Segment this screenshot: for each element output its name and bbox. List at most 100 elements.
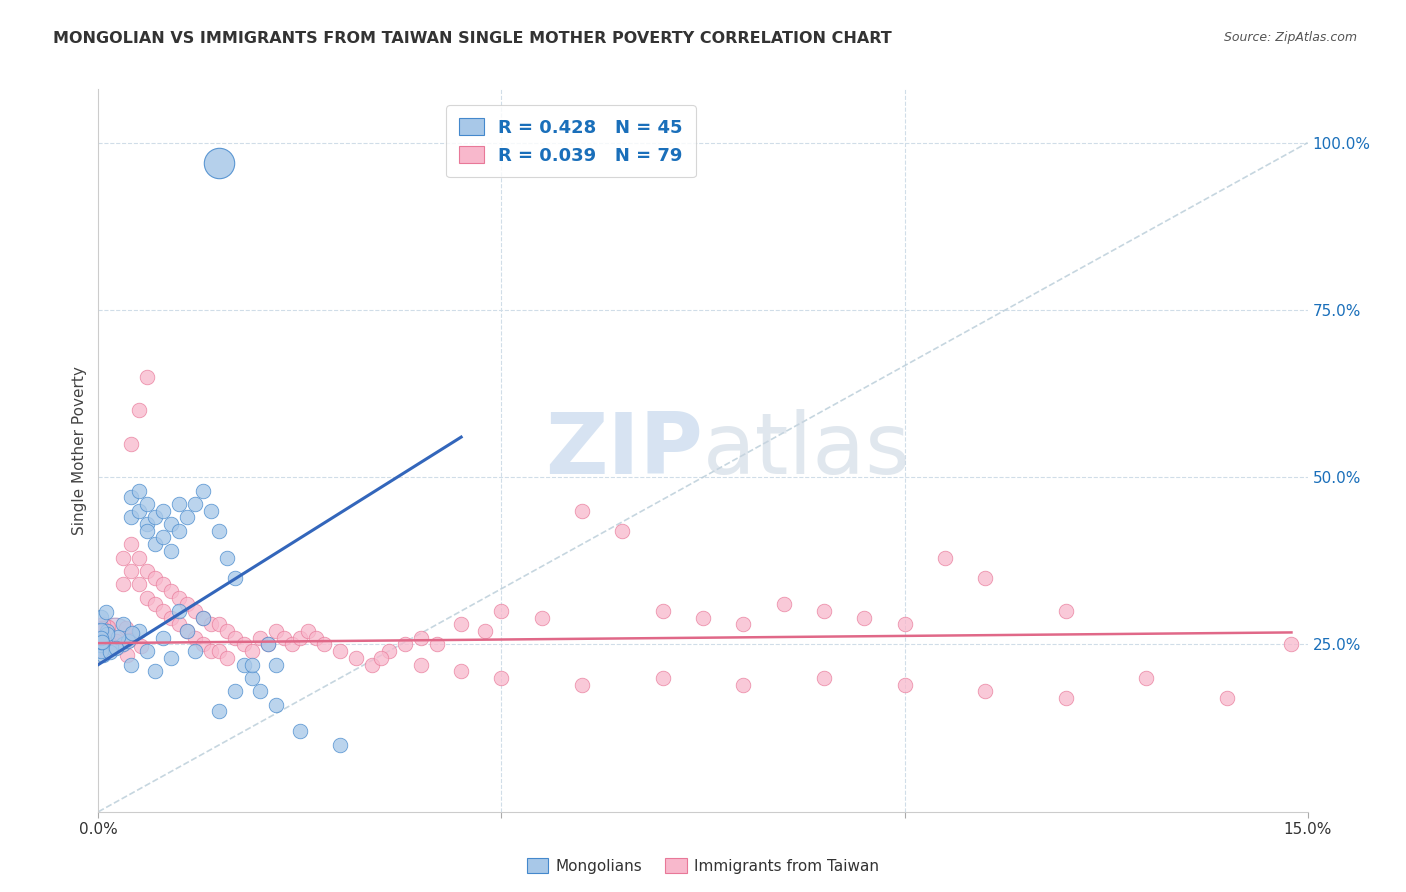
Point (90, 641, 112, 656)
Point (224, 571, 246, 585)
Point (120, 564, 142, 578)
Text: Source: ZipAtlas.com: Source: ZipAtlas.com (1223, 31, 1357, 45)
Point (135, 517, 157, 532)
Point (128, 403, 150, 417)
Point (208, 617, 231, 632)
Point (135, 369, 157, 384)
Point (107, 630, 129, 644)
Point (200, 617, 222, 632)
Point (103, 630, 125, 644)
Point (974, 571, 997, 585)
Point (160, 543, 183, 558)
Point (491, 604, 513, 618)
Point (491, 671, 513, 685)
Point (91, 648, 114, 663)
Point (232, 637, 254, 651)
Point (772, 598, 794, 612)
Point (409, 631, 432, 645)
Point (193, 483, 215, 498)
Point (120, 436, 142, 450)
Point (240, 671, 263, 685)
Point (217, 624, 239, 639)
Point (135, 524, 157, 538)
Text: ZIP: ZIP (546, 409, 703, 492)
Point (128, 503, 150, 517)
Point (974, 684, 997, 698)
Point (305, 631, 328, 645)
Point (143, 664, 166, 679)
Point (264, 624, 287, 639)
Point (96, 624, 118, 639)
Point (143, 510, 166, 524)
Point (813, 604, 835, 618)
Point (111, 617, 134, 632)
Point (184, 631, 207, 645)
Point (143, 537, 166, 551)
Text: MONGOLIAN VS IMMIGRANTS FROM TAIWAN SINGLE MOTHER POVERTY CORRELATION CHART: MONGOLIAN VS IMMIGRANTS FROM TAIWAN SING… (53, 31, 893, 46)
Point (571, 503, 593, 517)
Point (370, 651, 392, 665)
Point (152, 604, 174, 618)
Point (893, 617, 915, 632)
Point (90, 622, 112, 636)
Point (176, 598, 198, 612)
Point (98, 635, 121, 649)
Point (90, 627, 112, 641)
Point (733, 617, 755, 632)
Point (120, 657, 142, 672)
Point (120, 510, 142, 524)
Point (93, 632, 115, 646)
Point (361, 657, 384, 672)
Point (160, 584, 183, 599)
Point (208, 524, 231, 538)
Point (167, 617, 190, 632)
Point (167, 591, 190, 605)
Point (167, 604, 190, 618)
Point (100, 640, 122, 654)
Point (135, 497, 157, 511)
Point (256, 637, 278, 651)
Point (193, 611, 215, 625)
Point (409, 657, 432, 672)
Point (128, 483, 150, 498)
Point (651, 671, 673, 685)
Point (90, 639, 112, 653)
Point (288, 631, 311, 645)
Point (160, 611, 183, 625)
Point (111, 550, 134, 565)
Point (256, 637, 278, 651)
Point (135, 564, 157, 578)
Point (1216, 690, 1239, 705)
Point (208, 156, 231, 170)
Point (90, 634, 112, 648)
Point (121, 626, 143, 640)
Point (160, 651, 183, 665)
Point (100, 634, 122, 648)
Point (1054, 604, 1077, 618)
Point (176, 624, 198, 639)
Point (152, 577, 174, 591)
Point (105, 633, 128, 648)
Point (90, 634, 112, 648)
Point (612, 524, 634, 538)
Point (273, 631, 295, 645)
Point (329, 738, 352, 752)
Point (121, 627, 143, 641)
Point (853, 611, 876, 625)
Point (297, 624, 319, 639)
Point (217, 651, 239, 665)
Point (135, 591, 157, 605)
Point (450, 617, 472, 632)
Point (96, 626, 118, 640)
Point (167, 524, 190, 538)
Point (91, 638, 114, 652)
Point (934, 550, 956, 565)
Point (184, 644, 207, 658)
Point (117, 634, 139, 648)
Point (329, 644, 352, 658)
Point (152, 530, 174, 544)
Point (1281, 637, 1303, 651)
Point (90, 635, 112, 649)
Point (98, 644, 121, 658)
Point (128, 550, 150, 565)
